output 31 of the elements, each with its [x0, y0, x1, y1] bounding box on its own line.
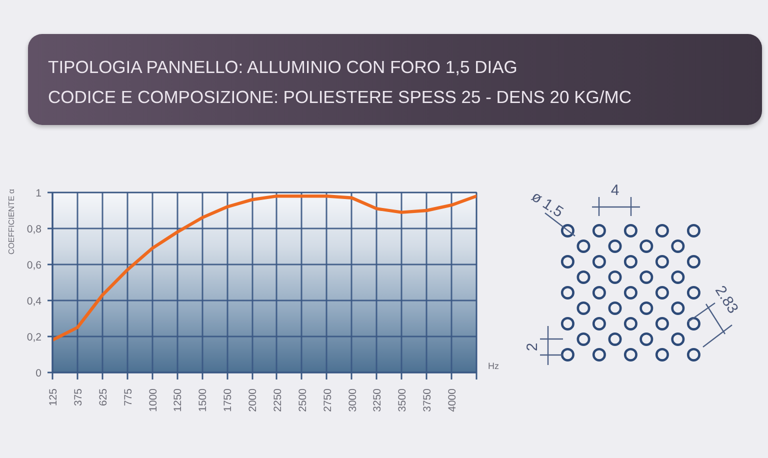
x-tick-label: 375 [72, 388, 84, 406]
x-tick-label: 625 [97, 388, 110, 406]
x-axis-title: Hz [488, 361, 500, 371]
y-tick-label: 0 [36, 368, 42, 380]
x-tick-label: 4000 [446, 388, 459, 412]
y-tick-label: 0,6 [26, 260, 42, 272]
y-axis-title: COEFFICIENTE α [7, 188, 16, 255]
x-tick-label: 125 [48, 388, 60, 406]
text: ø 1.5 [528, 188, 566, 221]
y-tick-label: 1 [36, 188, 42, 200]
x-tick-label: 1000 [147, 388, 160, 412]
chart-title: TIPOLOGIA PANNELLO: ALLUMINIO CON FORO 1,5 DIAG [48, 57, 518, 77]
y-tick-label: 0,2 [26, 332, 42, 344]
x-tick-label: 2000 [247, 388, 260, 412]
x-tick-label: 2750 [322, 388, 334, 412]
x-tick-label: 3250 [372, 388, 384, 412]
x-tick-label: 775 [122, 388, 134, 406]
x-tick-label: 1500 [197, 388, 210, 412]
line-series [52, 194, 476, 342]
x-tick-label: 1250 [172, 388, 184, 412]
x-tick-label: 3000 [346, 388, 359, 412]
text: 4 [610, 182, 620, 199]
x-tick-label: 3750 [422, 388, 434, 412]
x-tick-label: 3500 [396, 388, 409, 412]
text: 2 [524, 342, 541, 352]
x-tick-label: 1750 [222, 388, 234, 412]
y-tick-label: 0,8 [26, 224, 42, 236]
x-tick-label: 2250 [272, 388, 284, 412]
chart-subtitle: CODICE E COMPOSIZIONE: POLIESTERE SPESS 25 - DENS 20 KG/MC [48, 87, 632, 107]
x-tick-label: 2500 [296, 388, 309, 412]
y-tick-label: 0,4 [26, 296, 42, 308]
